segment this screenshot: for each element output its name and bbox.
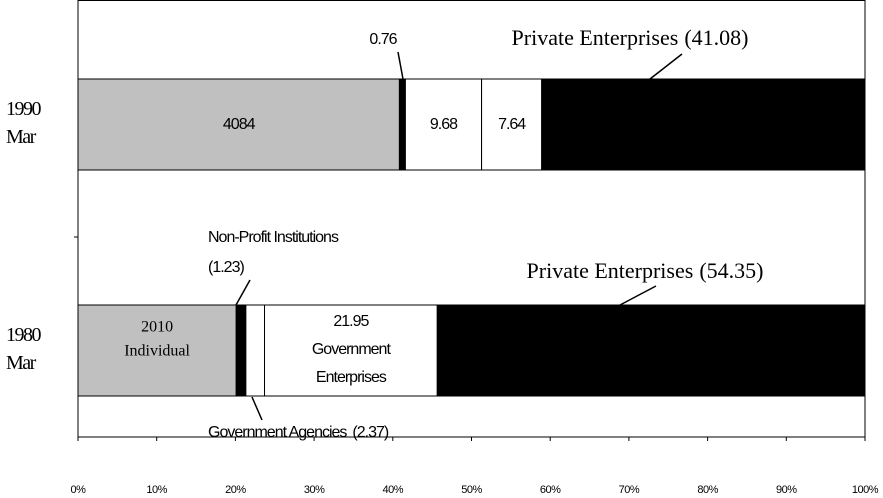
bar-segment: [245, 304, 266, 397]
value-label: (2.37): [352, 424, 388, 441]
data-label: Private Enterprises (54.35): [527, 258, 764, 283]
series-name: Government Agencies: [208, 424, 347, 441]
leader-line: [397, 51, 404, 80]
value-label: (41.08): [684, 25, 748, 50]
x-tick-label: 10%: [146, 484, 167, 496]
leader-line: [251, 396, 263, 421]
series-name: Private Enterprises: [512, 25, 679, 50]
data-label: 2010: [141, 319, 173, 336]
category-label-box: 1980 Mar: [6, 323, 42, 374]
x-tick-label: 30%: [304, 484, 325, 496]
data-label: 0.76: [369, 31, 397, 48]
x-tick-label: 40%: [383, 484, 404, 496]
x-tick-label: 100%: [852, 484, 879, 496]
series-name: Private Enterprises: [527, 258, 694, 283]
bar-segment: [77, 78, 400, 171]
series-name: Individual: [124, 343, 190, 360]
data-label: 9.68: [430, 116, 458, 133]
data-label: 21.95: [333, 313, 369, 330]
data-label: (1.23): [208, 259, 244, 276]
y-tick-label: 1990 Mar: [6, 97, 42, 148]
bar-segment: [398, 78, 406, 171]
y-tick-label: 1980 Mar: [6, 323, 42, 374]
x-tick-label: 60%: [540, 484, 561, 496]
x-tick-label: 20%: [225, 484, 246, 496]
bar-segment: [404, 78, 483, 171]
bar-segment: [541, 78, 866, 171]
series-name-box: Government Enterprises: [311, 341, 391, 386]
x-tick-label: 80%: [697, 484, 718, 496]
data-label: 7.64: [498, 116, 526, 133]
data-label: Government Agencies (2.37): [208, 424, 389, 441]
leader-line: [235, 279, 251, 306]
value-label: (54.35): [699, 258, 763, 283]
leader-line: [649, 53, 683, 80]
bar-segment: [481, 78, 543, 171]
bar-segment: [264, 304, 438, 397]
x-tick-label: 50%: [461, 484, 482, 496]
leader-line: [619, 285, 657, 306]
bar-segment: [235, 304, 247, 397]
bar-segment: [77, 304, 237, 397]
x-tick-label: 90%: [776, 484, 797, 496]
series-name: Government Enterprises: [311, 341, 391, 386]
x-tick-label: 0%: [71, 484, 87, 496]
data-label: Private Enterprises (41.08): [512, 25, 749, 50]
bar-segment: [436, 304, 866, 397]
data-label: 4084: [223, 116, 256, 133]
category-label-box: 1990 Mar: [6, 97, 42, 148]
x-tick-label: 70%: [619, 484, 640, 496]
series-name: Non-Profit Institutions: [208, 229, 339, 246]
